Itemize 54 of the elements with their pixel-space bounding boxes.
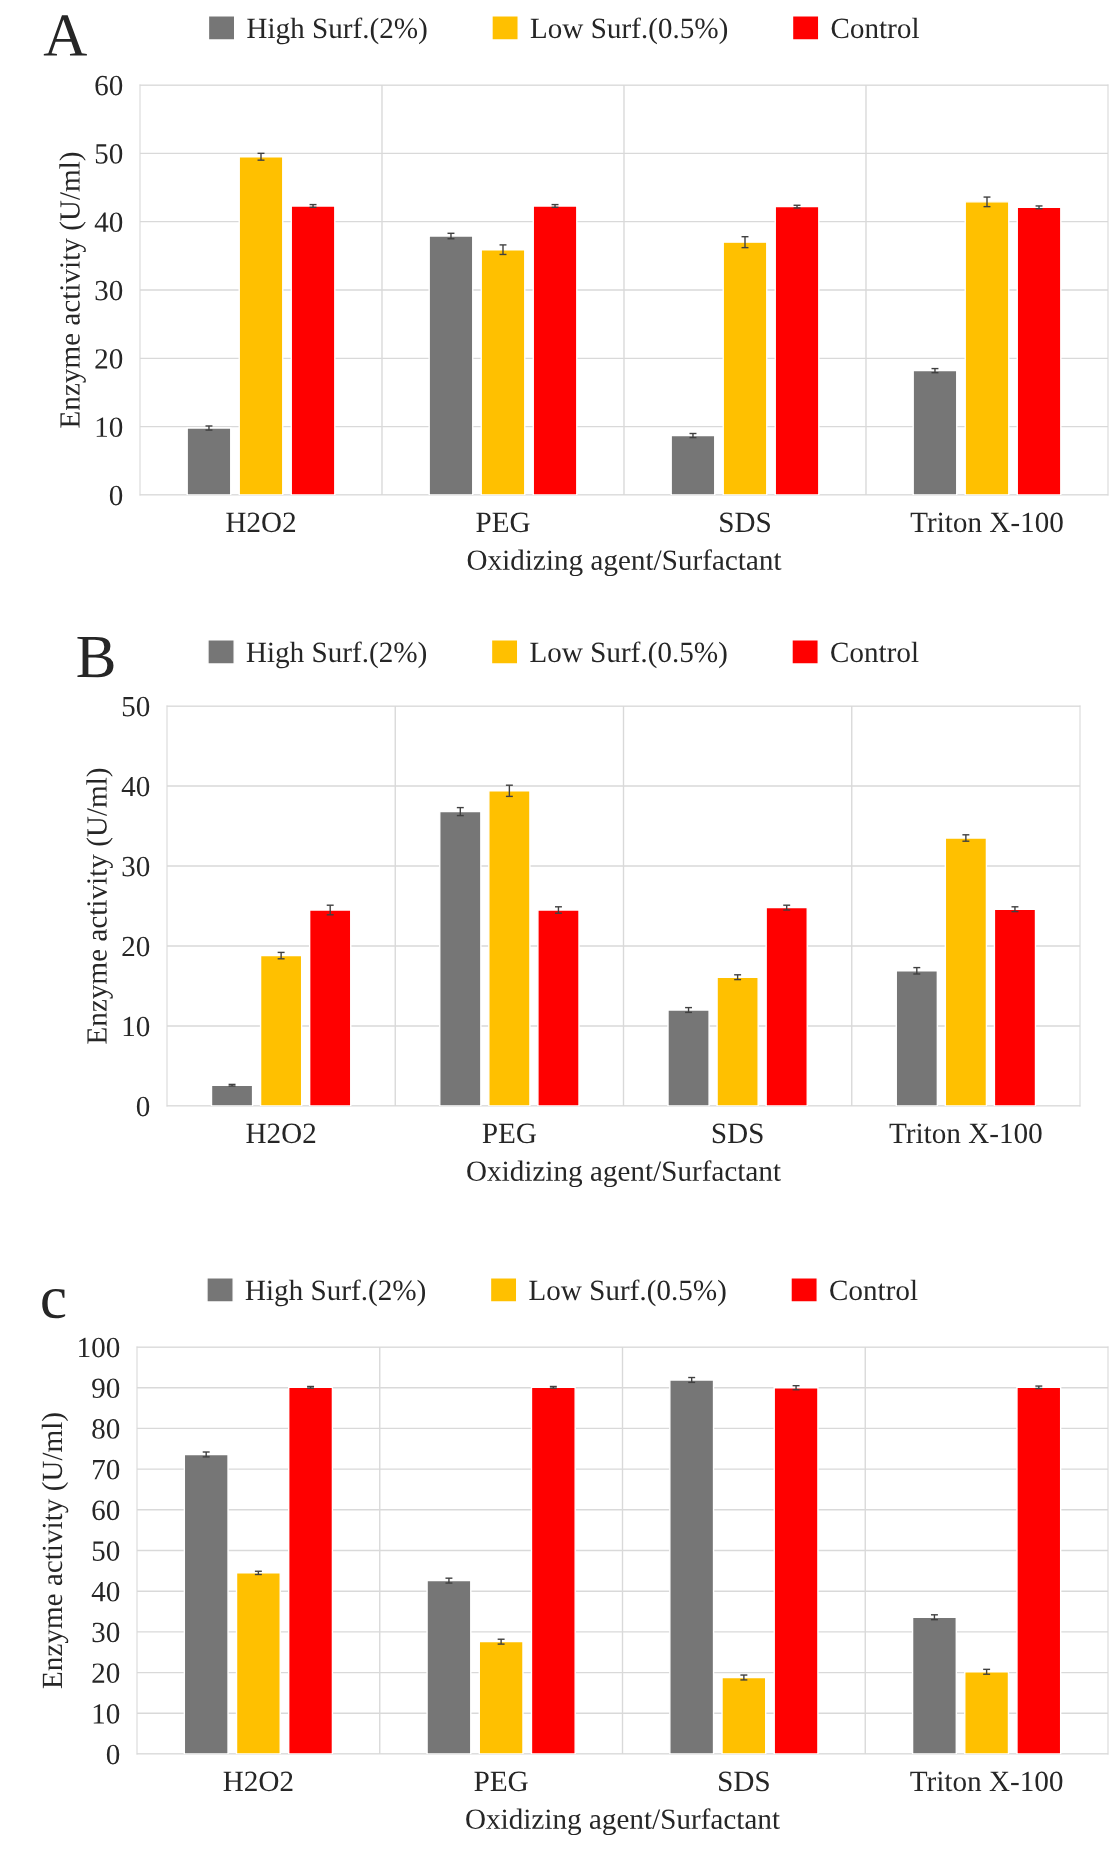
y-tick-label: 10 [123,1016,150,1037]
x-tick-label: PEG [476,512,530,533]
y-tick-label: 0 [136,1096,150,1117]
legend-label: Low Surf.(0.5%) [530,641,727,669]
y-tick-label: 30 [95,280,123,301]
x-tick-label: SDS [720,512,770,533]
y-tick-label: 40 [91,1581,120,1602]
x-tick-label: SDS [719,1771,769,1792]
x-tick-label: Triton X-100 [910,512,1063,533]
chart-title: A [43,15,87,56]
y-axis-title: Enzyme activity (U/ml) [86,768,113,1044]
y-tick-label: 0 [106,1744,120,1765]
legend-label: High Surf.(2%) [246,641,427,669]
y-tick-label: 50 [95,144,123,164]
y-tick-label: 50 [92,1541,120,1561]
y-tick-label: 60 [95,75,123,96]
legend-label: High Surf.(2%) [245,1279,426,1307]
y-axis-title: Enzyme activity (U/ml) [59,152,86,428]
y-tick-label: 80 [92,1419,120,1439]
y-tick-label: 70 [93,1459,120,1480]
x-tick-label: H2O2 [246,1123,316,1144]
legend-label: Control [831,641,919,663]
y-tick-label: 90 [92,1378,120,1399]
y-tick-label: 30 [122,856,150,877]
y-tick-label: 100 [79,1337,120,1358]
legend-label: Control [831,17,919,39]
y-tick-label: 40 [94,212,123,233]
y-tick-label: 10 [96,417,123,438]
x-tick-label: H2O2 [226,512,296,533]
y-tick-label: 50 [122,696,150,717]
x-tick-label: PEG [482,1123,537,1144]
x-tick-label: Triton X-100 [910,1771,1063,1792]
y-tick-label: 60 [92,1500,120,1521]
x-axis-title: Oxidizing agent/Surfactant [467,549,782,577]
x-axis-title: Oxidizing agent/Surfactant [466,1808,780,1836]
y-tick-label: 30 [92,1622,120,1643]
legend-label: Control [830,1279,918,1301]
chart-title: B [77,636,114,678]
legend-label: Low Surf.(0.5%) [530,17,728,45]
y-tick-label: 0 [109,485,123,506]
legend-label: Low Surf.(0.5%) [529,1279,726,1307]
y-tick-label: 10 [93,1704,120,1724]
x-tick-label: SDS [712,1123,763,1144]
legend-label: High Surf.(2%) [247,17,427,45]
y-tick-label: 20 [92,1663,120,1684]
y-tick-label: 40 [121,776,150,797]
x-tick-label: H2O2 [223,1771,293,1792]
x-tick-label: Triton X-100 [889,1123,1042,1144]
x-axis-title: Oxidizing agent/Surfactant [467,1160,781,1188]
y-axis-title: Enzyme activity (U/ml) [41,1413,69,1689]
chart-title: c [42,1288,66,1319]
y-tick-label: 20 [95,349,123,369]
x-tick-label: PEG [474,1771,528,1792]
y-tick-label: 20 [122,936,150,957]
